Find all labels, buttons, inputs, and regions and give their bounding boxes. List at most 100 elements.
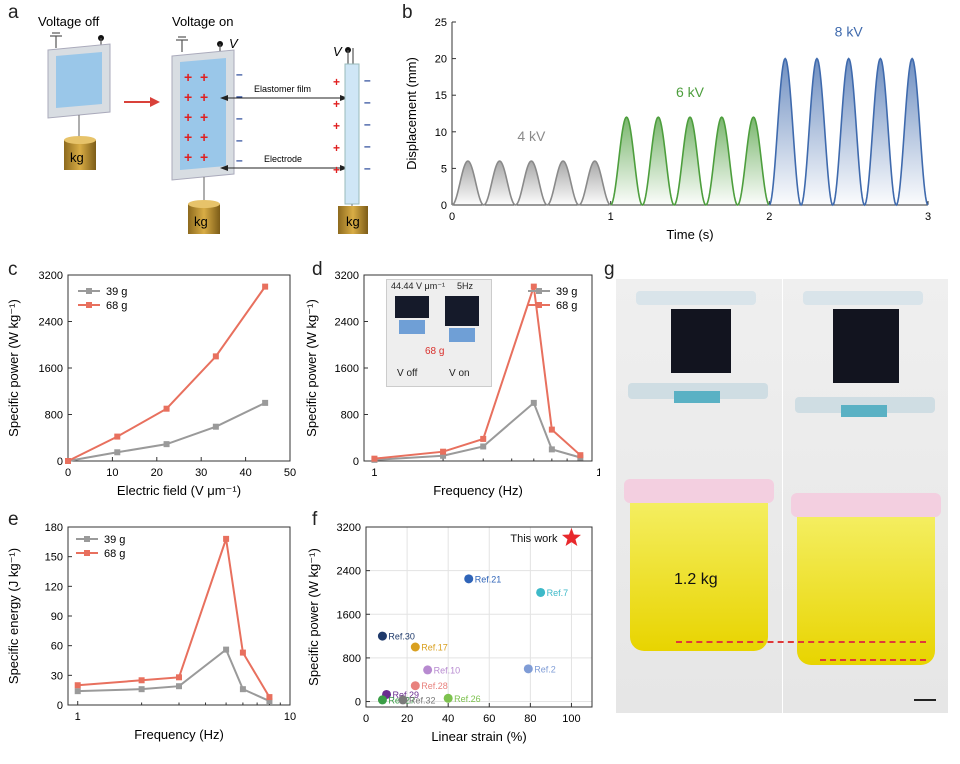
chart-b: 0 1 2 3 0 5 10 15 20 25 Time (s) Displacement (mm) 4… bbox=[404, 17, 931, 242]
series-line-68g bbox=[374, 286, 582, 460]
legend-label: 39 g bbox=[104, 534, 125, 546]
panel-f: f 0 20 40 60 80 100 0 800 1600 2400 3200 Linear str… bbox=[300, 505, 600, 759]
point-ref-28 bbox=[410, 681, 420, 691]
point-label: Ref.32 bbox=[409, 695, 436, 705]
photo-g: 1.2 kg bbox=[616, 279, 948, 713]
data-point bbox=[480, 435, 487, 442]
panel-label-b: b bbox=[402, 2, 413, 23]
y-axis-label: Displacement (mm) bbox=[404, 57, 419, 170]
chart-e: 1 10 0 30 60 90 120 150 180 Frequency (Hz) Specifi… bbox=[6, 522, 296, 742]
legend-label: 68 g bbox=[104, 548, 125, 560]
data-point bbox=[138, 677, 145, 684]
voltage-on-label: Voltage on bbox=[172, 14, 233, 29]
svg-text:+: + bbox=[200, 89, 208, 105]
data-point bbox=[223, 535, 230, 542]
series-line-39g bbox=[374, 401, 581, 461]
y-tick-label: 2400 bbox=[337, 566, 361, 578]
y-tick-label: 1600 bbox=[335, 363, 359, 375]
data-point bbox=[114, 433, 121, 440]
segment-line-8kV bbox=[768, 57, 929, 207]
y-tick-label: 15 bbox=[435, 90, 447, 102]
svg-text:–: – bbox=[364, 117, 371, 131]
weight-label-g: 1.2 kg bbox=[674, 571, 718, 588]
svg-text:+: + bbox=[333, 141, 340, 155]
transition-arrow bbox=[150, 97, 160, 107]
point-label: Ref.21 bbox=[475, 574, 502, 584]
y-axis-label: Specific power (W kg⁻¹) bbox=[306, 548, 321, 686]
x-tick-label: 1 bbox=[75, 711, 81, 723]
y-tick-label: 800 bbox=[343, 653, 361, 665]
legend-swatch-marker bbox=[536, 288, 542, 294]
y-tick-label: 2400 bbox=[335, 317, 359, 329]
panel-label-e: e bbox=[8, 509, 19, 530]
data-point bbox=[548, 446, 555, 453]
y-tick-label: 3200 bbox=[335, 270, 359, 282]
x-tick-label: 0 bbox=[363, 713, 369, 725]
svg-text:+: + bbox=[333, 163, 340, 177]
svg-text:–: – bbox=[236, 133, 243, 147]
svg-text:kg: kg bbox=[194, 214, 208, 229]
inset-clip-off bbox=[399, 320, 425, 334]
y-tick-label: 150 bbox=[45, 552, 63, 564]
point-ref-21 bbox=[464, 574, 474, 584]
series-line-39g bbox=[77, 648, 270, 702]
point-label: Ref.28 bbox=[421, 681, 448, 691]
svg-text:+: + bbox=[200, 129, 208, 145]
point-ref-2 bbox=[523, 664, 533, 674]
x-tick-label: 40 bbox=[239, 467, 251, 479]
segment-line-6kV bbox=[610, 116, 770, 206]
plot-frame bbox=[67, 274, 291, 462]
y-tick-label: 0 bbox=[441, 200, 447, 212]
data-point bbox=[176, 683, 182, 690]
y-tick-label: 180 bbox=[45, 522, 63, 534]
data-point bbox=[176, 674, 182, 681]
point-label: Ref.30 bbox=[388, 632, 415, 642]
svg-text:+: + bbox=[184, 149, 192, 165]
x-tick-label: 20 bbox=[401, 713, 413, 725]
svg-text:–: – bbox=[364, 95, 371, 109]
y-tick-label: 120 bbox=[45, 581, 63, 593]
reference-line-2 bbox=[820, 659, 926, 661]
y-tick-label: 0 bbox=[355, 697, 361, 709]
x-tick-label: 20 bbox=[151, 467, 163, 479]
inset-von: V on bbox=[449, 368, 470, 379]
svg-text:+: + bbox=[200, 149, 208, 165]
weight-side: kg bbox=[338, 206, 368, 234]
x-tick-label: 0 bbox=[65, 467, 71, 479]
svg-text:–: – bbox=[236, 111, 243, 125]
data-point bbox=[138, 686, 145, 693]
data-point bbox=[266, 698, 273, 705]
data-point bbox=[371, 455, 378, 462]
svg-text:+: + bbox=[333, 75, 340, 89]
legend-label: 39 g bbox=[556, 286, 577, 298]
segment-fill-4kV bbox=[452, 161, 611, 205]
data-point bbox=[74, 688, 81, 695]
legend-swatch-marker bbox=[84, 550, 90, 556]
svg-text:+: + bbox=[184, 109, 192, 125]
legend-swatch-marker bbox=[84, 536, 90, 542]
series-line-68g bbox=[67, 286, 266, 462]
panel-d: d 1 10 0 800 1600 2400 3200 Frequency (Hz) Speci… bbox=[300, 255, 609, 505]
elastomer-film-label: Elastomer film bbox=[254, 84, 311, 94]
legend-label: 39 g bbox=[106, 286, 127, 298]
svg-text:+: + bbox=[184, 69, 192, 85]
y-tick-label: 1600 bbox=[337, 609, 361, 621]
inset-clip-on bbox=[449, 328, 475, 342]
y-tick-label: 0 bbox=[57, 456, 63, 468]
legend-label: 68 g bbox=[556, 300, 577, 312]
electrode-label: Electrode bbox=[264, 154, 302, 164]
segment-label: 4 kV bbox=[517, 128, 546, 144]
x-tick-label: 30 bbox=[195, 467, 207, 479]
segment-label: 8 kV bbox=[835, 23, 864, 39]
x-tick-label: 10 bbox=[596, 467, 600, 479]
legend-swatch-marker bbox=[536, 302, 542, 308]
plot-frame bbox=[365, 526, 593, 708]
segment-label: 6 kV bbox=[676, 84, 705, 100]
point-this-work bbox=[561, 527, 581, 546]
y-tick-label: 25 bbox=[435, 17, 447, 29]
x-axis-label: Time (s) bbox=[666, 227, 713, 242]
panel-b: b 0 1 2 3 0 5 10 15 20 25 Time (s) Displacement (mm… bbox=[400, 0, 960, 255]
panel-a-schematic: Voltage off kg Voltage on V + + + + + + + bbox=[38, 14, 371, 234]
x-tick-label: 10 bbox=[106, 467, 118, 479]
panel-label-g: g bbox=[604, 259, 615, 280]
